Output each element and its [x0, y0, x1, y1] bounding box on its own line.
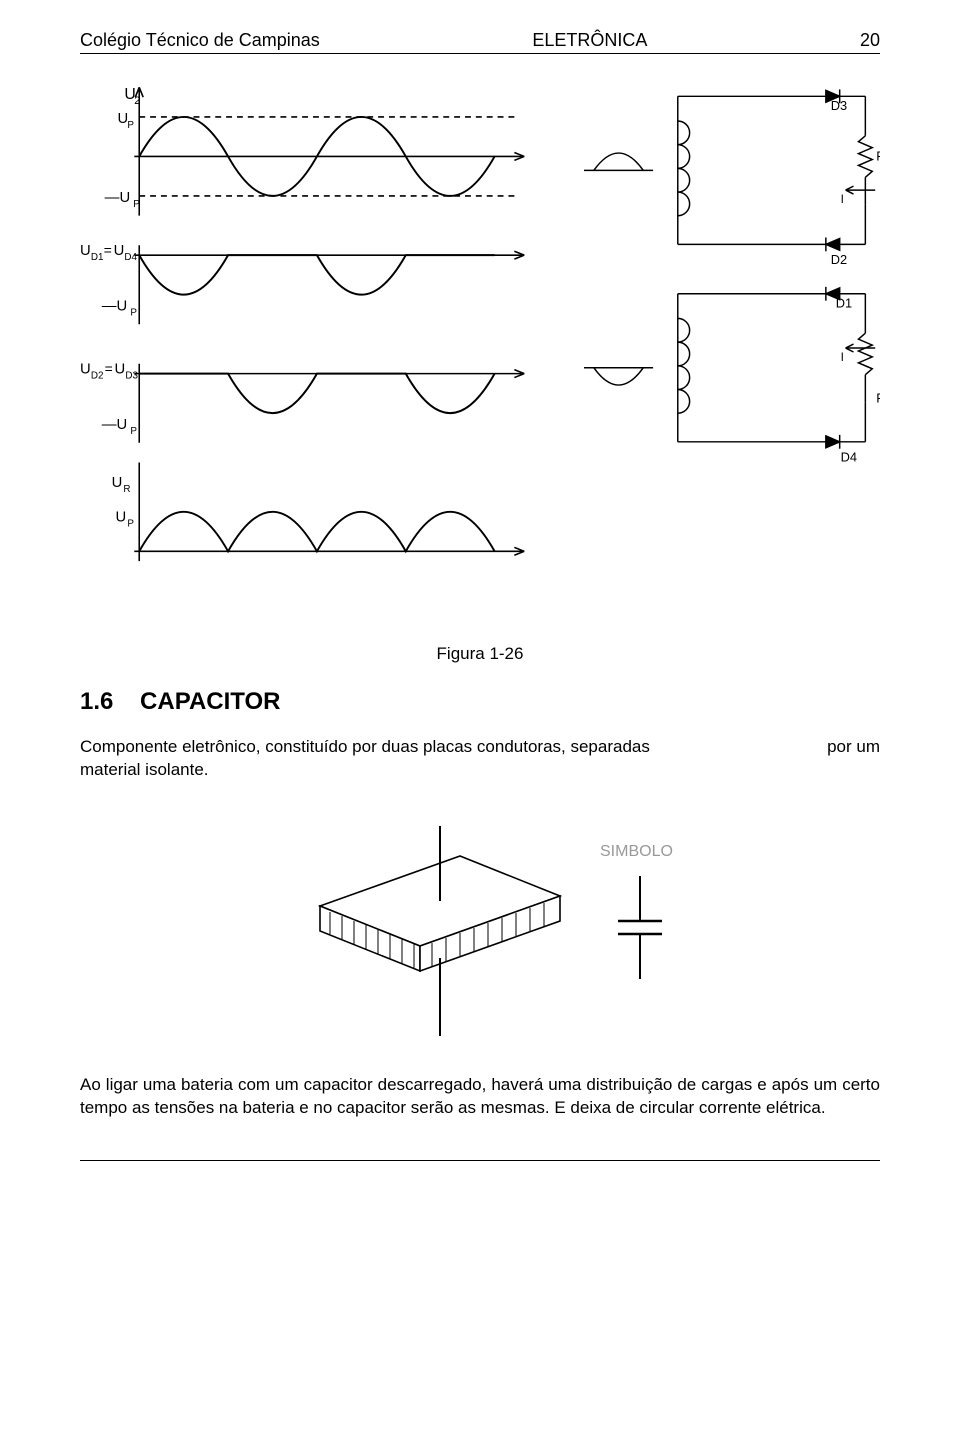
svg-text:=: =	[105, 361, 113, 377]
section-num: 1.6	[80, 688, 113, 715]
svg-text:—U: —U	[105, 190, 130, 206]
header-right: 20	[860, 30, 880, 51]
paragraph-2: Ao ligar uma bateria com um capacitor de…	[80, 1074, 880, 1120]
svg-text:R: R	[876, 390, 880, 405]
svg-text:U: U	[116, 510, 127, 526]
page: Colégio Técnico de Campinas ELETRÔNICA 2…	[0, 0, 960, 1201]
svg-text:P: P	[127, 120, 134, 131]
waveforms-svg: U 2 U P —U P U D1 = U D4 —U	[80, 74, 554, 614]
para1-b: por um	[827, 736, 880, 759]
header-left: Colégio Técnico de Campinas	[80, 30, 320, 51]
svg-text:P: P	[130, 426, 137, 437]
svg-text:D4: D4	[124, 252, 137, 263]
svg-text:I: I	[841, 350, 844, 364]
svg-text:—U: —U	[102, 417, 127, 433]
svg-text:R: R	[123, 484, 130, 495]
svg-text:U: U	[80, 243, 91, 259]
section-title: 1.6 CAPACITOR	[80, 688, 880, 716]
footer-rule	[80, 1160, 880, 1161]
svg-text:U: U	[80, 362, 91, 378]
capacitor-figure: SIMBOLO	[80, 806, 880, 1046]
svg-text:P: P	[130, 307, 137, 318]
svg-text:2: 2	[134, 95, 140, 107]
svg-text:=: =	[104, 242, 112, 258]
capacitor-svg: SIMBOLO	[220, 806, 740, 1046]
figure-block: U 2 U P —U P U D1 = U D4 —U	[80, 74, 880, 614]
symbol-label: SIMBOLO	[600, 843, 673, 860]
svg-text:U: U	[114, 243, 125, 259]
svg-text:D4: D4	[841, 450, 857, 465]
para1-a: Componente eletrônico, constituído por d…	[80, 736, 650, 759]
svg-text:I: I	[841, 192, 844, 206]
page-header: Colégio Técnico de Campinas ELETRÔNICA 2…	[80, 30, 880, 51]
section-name: CAPACITOR	[140, 688, 280, 715]
header-center: ELETRÔNICA	[532, 30, 647, 51]
svg-text:D2: D2	[91, 371, 104, 382]
paragraph-1: Componente eletrônico, constituído por d…	[80, 736, 880, 782]
svg-text:D1: D1	[91, 252, 104, 263]
svg-text:R: R	[876, 148, 880, 163]
header-rule	[80, 53, 880, 54]
svg-text:—U: —U	[102, 298, 127, 314]
figure-caption: Figura 1-26	[80, 644, 880, 664]
circuits-svg: D3 R I D2	[584, 74, 880, 474]
para1-c: material isolante.	[80, 759, 880, 782]
svg-text:P: P	[133, 199, 140, 210]
svg-text:U: U	[112, 475, 123, 491]
svg-text:D3: D3	[831, 98, 847, 113]
svg-text:D3: D3	[125, 371, 138, 382]
svg-text:D1: D1	[836, 296, 852, 311]
svg-text:P: P	[127, 519, 134, 530]
svg-text:U: U	[115, 362, 126, 378]
svg-text:D2: D2	[831, 252, 847, 267]
